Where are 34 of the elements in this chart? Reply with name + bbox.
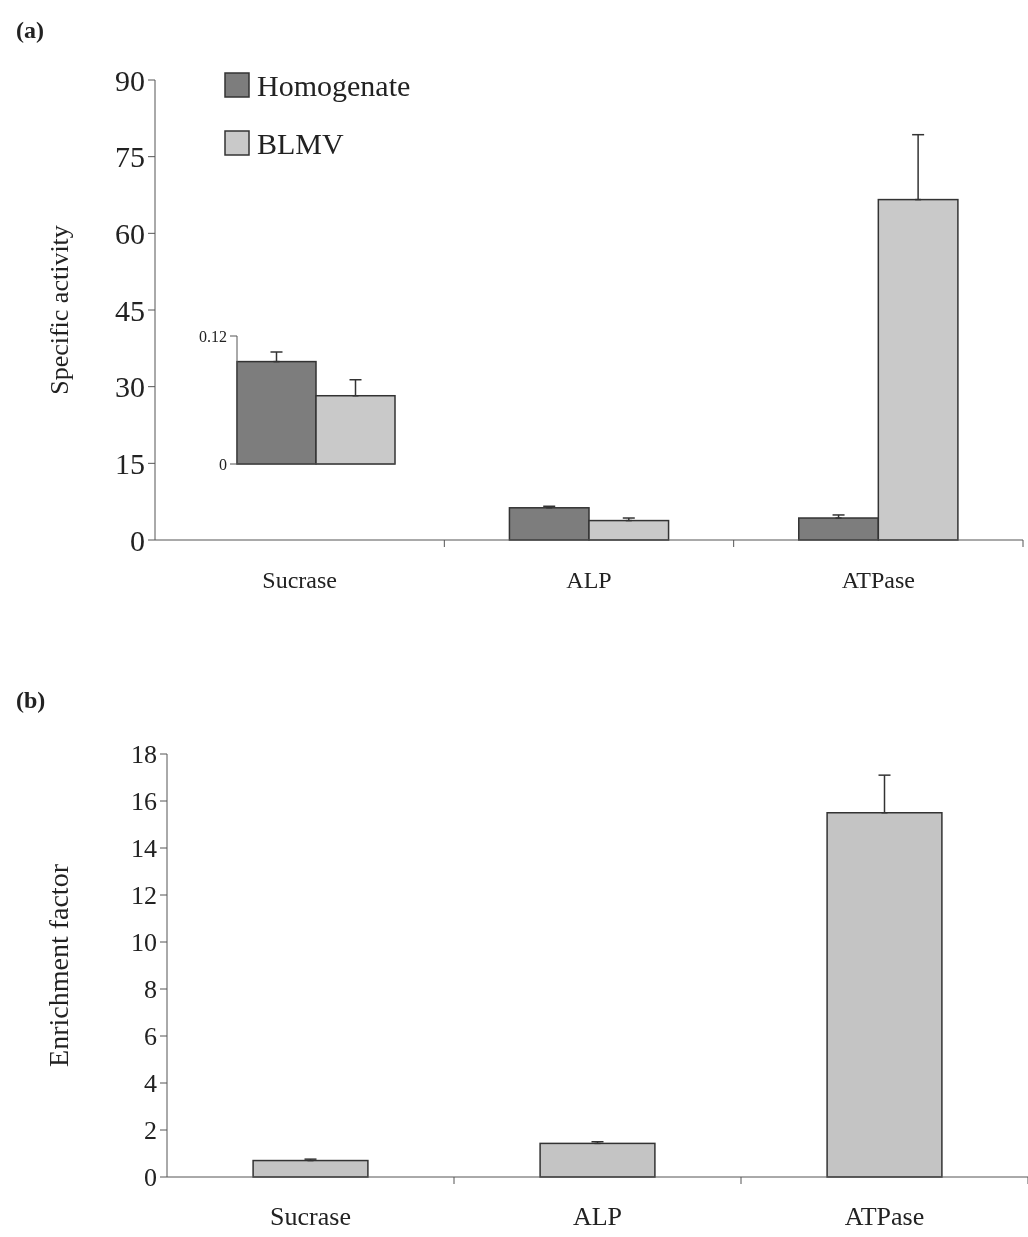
y-tick-label: 10 [131, 928, 157, 958]
x-tick-label: ATPase [841, 567, 915, 593]
x-tick-label: ALP [566, 567, 612, 593]
y-tick-label: 45 [115, 293, 145, 327]
chart-title: (a) [16, 17, 44, 43]
y-tick-label: 0 [219, 455, 227, 473]
y-tick-label: 0 [130, 523, 145, 557]
legend-label: BLMV [257, 126, 345, 160]
y-tick-label: 14 [131, 834, 157, 864]
y-tick-label: 18 [131, 740, 157, 770]
y-tick-label: 30 [115, 370, 145, 404]
x-tick-label: ALP [572, 1202, 623, 1231]
y-tick-label: 4 [144, 1069, 157, 1099]
y-tick-label: 12 [131, 881, 157, 911]
x-tick-label: Sucrase [270, 1202, 351, 1231]
y-tick-label: 15 [115, 446, 145, 480]
x-tick-label: ATPase [844, 1202, 925, 1231]
y-tick-label: 60 [115, 216, 145, 250]
y-tick-label: 0.12 [199, 327, 227, 345]
y-axis-title: Enrichment factor [43, 863, 74, 1067]
bar [539, 1142, 656, 1178]
bar [826, 812, 943, 1178]
y-axis-title: Specific activity [45, 225, 74, 395]
y-tick-label: 75 [115, 140, 145, 174]
x-tick-label: Sucrase [262, 567, 337, 593]
chart-title: (b) [16, 687, 46, 713]
y-tick-label: 2 [144, 1116, 157, 1146]
bar [252, 1159, 369, 1178]
y-tick-label: 6 [144, 1022, 157, 1052]
y-tick-label: 0 [144, 1163, 157, 1193]
y-tick-label: 16 [131, 787, 157, 817]
y-tick-label: 90 [115, 63, 145, 97]
y-tick-label: 8 [144, 975, 157, 1005]
legend-label: Homogenate [257, 68, 411, 102]
